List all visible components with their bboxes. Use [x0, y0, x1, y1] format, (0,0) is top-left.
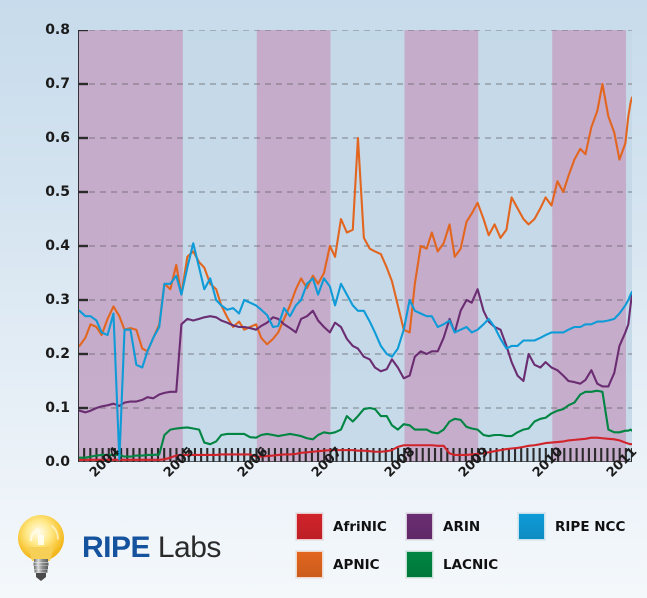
x-tick-label: 2008 — [382, 444, 419, 481]
lightbulb-icon — [14, 513, 72, 583]
y-tick-label: 0.1 — [45, 400, 70, 416]
logo-ripe: RIPE — [82, 531, 151, 564]
logo-labs: Labs — [150, 531, 222, 564]
x-tick-label: 2006 — [234, 444, 271, 481]
legend-label: APNIC — [333, 556, 380, 573]
legend-swatch — [296, 551, 323, 578]
legend-item-apnic[interactable]: APNIC — [296, 551, 380, 578]
legend-item-ripe-ncc[interactable]: RIPE NCC — [518, 513, 625, 540]
legend-item-afrinic[interactable]: AfriNIC — [296, 513, 387, 540]
x-tick-label: 2010 — [530, 444, 567, 481]
series-line-afrinic — [78, 436, 632, 461]
x-tick-label: 2005 — [160, 444, 198, 481]
legend-label: LACNIC — [443, 556, 499, 573]
legend-swatch — [518, 513, 545, 540]
legend-label: ARIN — [443, 518, 481, 535]
x-tick-label: 2009 — [456, 444, 493, 481]
x-tick-label: 2004 — [87, 444, 124, 481]
footer: RIPE Labs AfriNIC ARIN RIPE NCC APNIC LACNIC — [0, 505, 647, 598]
y-tick-label: 0.4 — [45, 238, 70, 254]
x-tick-label: 2007 — [308, 444, 345, 481]
plot-area — [78, 30, 632, 462]
legend-swatch — [406, 513, 433, 540]
chart-legend: AfriNIC ARIN RIPE NCC APNIC LACNIC — [296, 513, 646, 593]
chart-container: 0.0 0.1 0.2 0.3 0.4 0.5 0.6 0.7 0.8 2004 2005 2006… — [18, 0, 641, 510]
y-tick-label: 0.8 — [45, 22, 70, 38]
legend-item-lacnic[interactable]: LACNIC — [406, 551, 498, 578]
series-line-lacnic — [78, 389, 632, 459]
chart-svg — [78, 30, 632, 462]
legend-swatch — [406, 551, 433, 578]
x-axis-labels: 2004 2005 2006 2007 2008 2009 2010 2011 — [87, 444, 641, 481]
legend-label: AfriNIC — [333, 518, 387, 535]
y-tick-label: 0.7 — [45, 76, 70, 92]
logo-text: RIPE Labs — [82, 531, 221, 565]
ripe-labs-logo: RIPE Labs — [14, 511, 274, 585]
x-tick-label: 2011 — [604, 444, 641, 481]
y-tick-label: 0.6 — [45, 130, 70, 146]
y-tick-label: 0.5 — [45, 184, 70, 200]
series-line-ripe-ncc — [78, 242, 632, 461]
y-tick-label: 0.2 — [45, 346, 70, 362]
legend-item-arin[interactable]: ARIN — [406, 513, 480, 540]
legend-label: RIPE NCC — [555, 518, 626, 535]
y-tick-label: 0.3 — [45, 292, 70, 308]
legend-swatch — [296, 513, 323, 540]
y-tick-label: 0.0 — [45, 454, 70, 470]
y-axis-labels: 0.0 0.1 0.2 0.3 0.4 0.5 0.6 0.7 0.8 — [18, 0, 70, 510]
series-line-apnic — [78, 82, 632, 353]
series-line-arin — [78, 288, 632, 414]
